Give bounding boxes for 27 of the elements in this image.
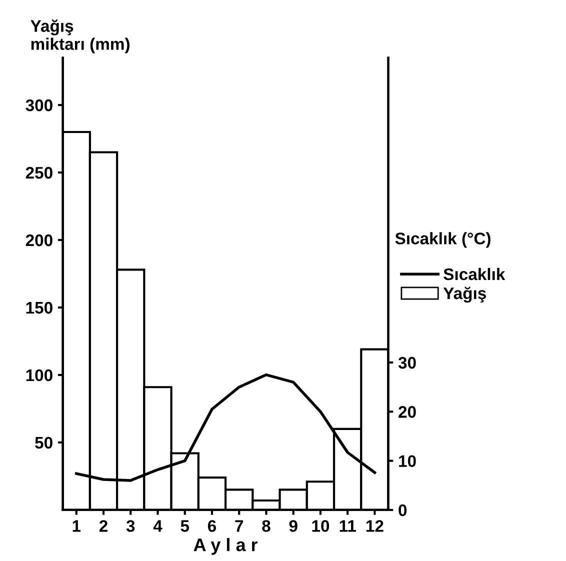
x-tick-label: 5 (180, 520, 190, 532)
x-tick-label: 3 (126, 520, 135, 532)
x-tick-label: 4 (153, 520, 162, 532)
x-tick-label: 1 (72, 520, 81, 532)
y2-tick-label: 30 (398, 356, 416, 369)
y2-axis-title: Sıcaklık (°C) (395, 232, 490, 248)
y-tick-label: 300 (26, 99, 52, 112)
y-tick-label: 100 (26, 369, 52, 382)
x-tick-label: 2 (99, 520, 108, 532)
y-tick-label: 250 (26, 166, 52, 179)
y-axis-title: Yağış miktarı (mm) (30, 20, 130, 54)
legend-label: Sıcaklık (444, 268, 506, 280)
x-tick-label: 8 (262, 520, 270, 532)
x-tick-label: 9 (289, 520, 298, 532)
y2-tick-label: 0 (398, 504, 407, 516)
y2-tick-label: 20 (398, 406, 416, 418)
y2-tick-label: 10 (399, 455, 416, 468)
y-tick-label: 150 (26, 302, 52, 314)
x-tick-label: 11 (340, 520, 356, 532)
y-tick-label: 50 (35, 436, 52, 449)
x-axis-title: A y l a r (194, 538, 258, 555)
y-tick-label: 200 (26, 234, 52, 246)
x-tick-label: 6 (208, 520, 216, 532)
legend-label: Yağış (443, 286, 486, 303)
x-tick-label: 12 (366, 520, 384, 532)
x-tick-label: 7 (235, 520, 244, 532)
x-tick-label: 10 (312, 520, 330, 532)
